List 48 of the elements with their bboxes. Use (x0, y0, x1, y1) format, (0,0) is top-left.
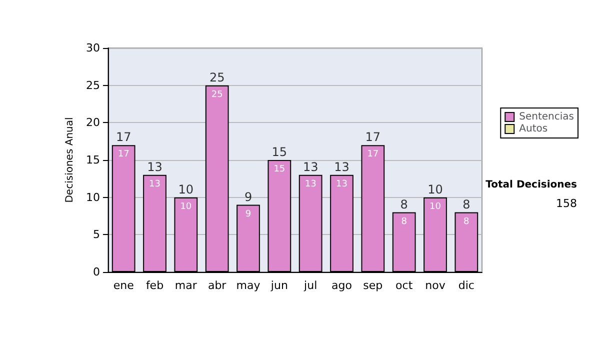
data-label: 8 (401, 216, 408, 227)
data-label: 10 (180, 202, 192, 212)
data-label: 9 (245, 209, 252, 220)
x-tick-label: dic (458, 279, 474, 292)
x-tick-label: ene (113, 279, 134, 292)
x-tick-label: abr (208, 279, 227, 292)
total-label: 17 (365, 130, 381, 144)
x-tick-label: sep (363, 279, 383, 292)
total-label: 10 (178, 182, 194, 196)
total-label: 13 (334, 160, 350, 174)
x-tick-label: jun (270, 279, 288, 292)
x-tick-label: feb (146, 279, 164, 292)
data-label: 13 (336, 179, 348, 190)
x-tick-label: mar (174, 279, 198, 292)
x-tick-label: oct (396, 279, 414, 292)
total-label: 13 (302, 160, 318, 174)
y-tick-label: 15 (86, 154, 100, 166)
y-tick-label: 25 (86, 78, 100, 92)
data-label: 17 (367, 150, 379, 160)
text: 158 (556, 197, 578, 210)
y-axis-title: Decisiones Anual (64, 117, 76, 203)
total-label: 17 (116, 130, 132, 144)
data-label: 8 (464, 216, 470, 227)
total-label: 9 (244, 190, 252, 204)
data-label: 10 (430, 202, 442, 212)
x-tick-label: nov (425, 279, 446, 292)
total-label: 8 (462, 197, 470, 212)
y-tick-label: 5 (93, 228, 100, 242)
y-tick-label: 0 (93, 266, 100, 278)
x-tick-label: may (236, 279, 261, 292)
data-label: 15 (274, 164, 286, 174)
data-label: 17 (118, 150, 130, 160)
total-label: 25 (209, 70, 225, 84)
total-label: 15 (272, 145, 288, 159)
x-tick-label: jul (303, 279, 318, 292)
text: Total Decisiones (486, 180, 578, 190)
total-label: 10 (428, 182, 443, 196)
data-label: 13 (149, 179, 160, 190)
x-tick-label: ago (332, 279, 352, 292)
y-tick-label: 10 (86, 190, 100, 204)
total-label: 13 (147, 160, 162, 174)
y-tick-label: 20 (86, 116, 100, 130)
legend-label: Sentencias (519, 112, 574, 122)
total-label: 8 (400, 197, 408, 212)
data-label: 25 (211, 90, 223, 100)
data-label: 13 (304, 179, 316, 190)
legend-label: Autos (519, 124, 548, 134)
y-tick-label: 30 (86, 42, 100, 54)
